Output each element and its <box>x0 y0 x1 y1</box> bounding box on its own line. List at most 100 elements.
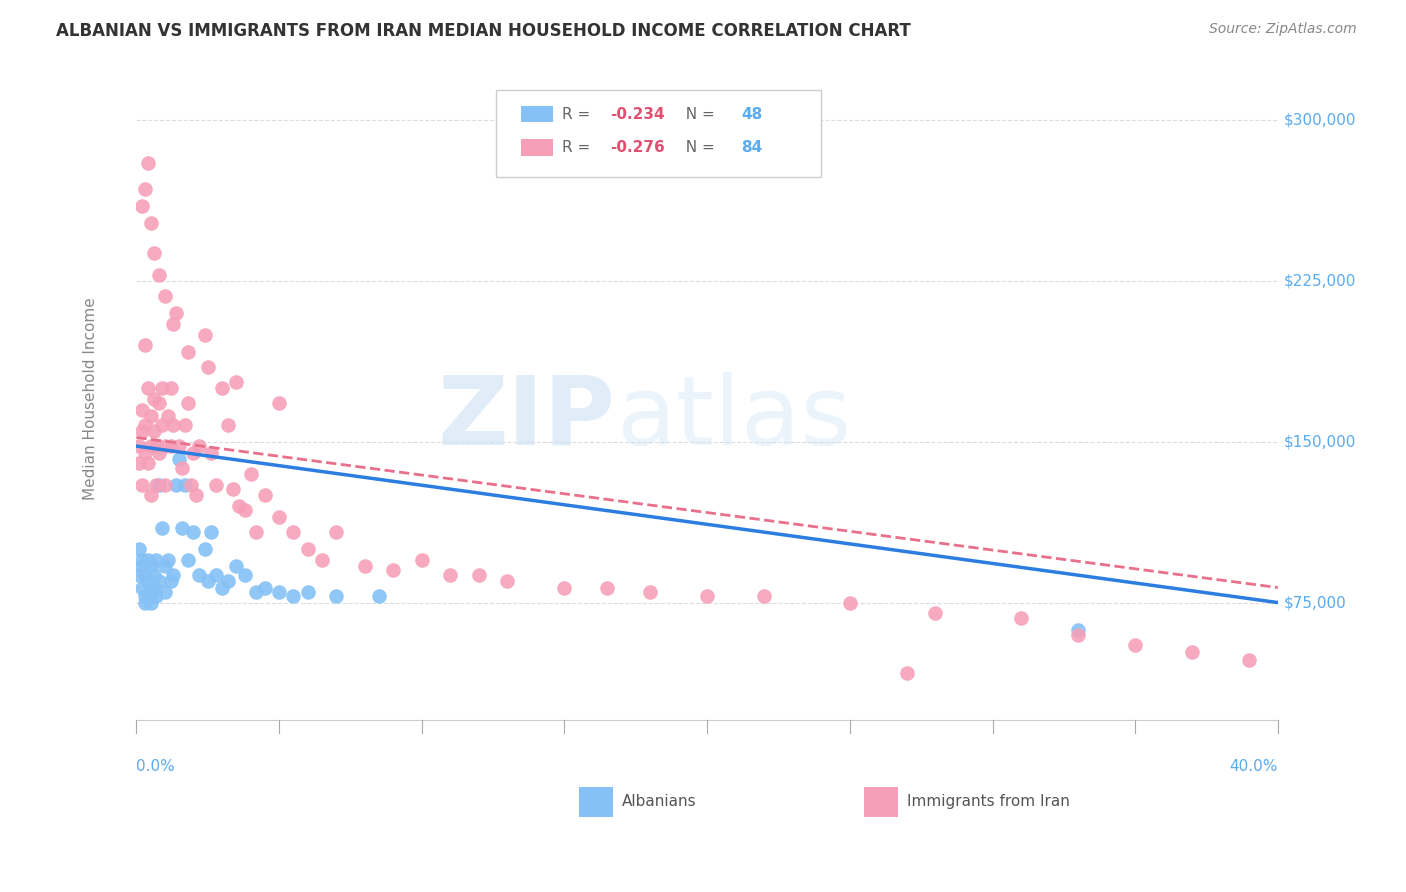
Point <box>136 156 159 170</box>
Point <box>134 338 156 352</box>
Point <box>165 306 187 320</box>
Point <box>170 520 193 534</box>
Point <box>148 445 170 459</box>
Point <box>217 417 239 432</box>
Point <box>134 567 156 582</box>
Point <box>139 585 162 599</box>
Bar <box>865 787 898 817</box>
Point <box>153 559 176 574</box>
Point <box>177 396 200 410</box>
Point <box>159 381 181 395</box>
Point <box>197 574 219 588</box>
Point <box>267 585 290 599</box>
Text: atlas: atlas <box>616 372 851 465</box>
Point <box>180 477 202 491</box>
Point <box>211 381 233 395</box>
Point <box>142 392 165 406</box>
Point <box>1067 624 1090 638</box>
Point <box>1123 639 1146 653</box>
Text: 48: 48 <box>741 106 762 121</box>
Point <box>177 344 200 359</box>
Point <box>139 409 162 423</box>
Point <box>325 589 347 603</box>
Point <box>128 439 150 453</box>
Point <box>205 477 228 491</box>
Point <box>638 585 661 599</box>
Point <box>139 559 162 574</box>
Point <box>134 417 156 432</box>
Point <box>156 409 179 423</box>
Point <box>177 552 200 566</box>
Point <box>159 439 181 453</box>
Point <box>134 596 156 610</box>
Point <box>283 589 305 603</box>
Text: N =: N = <box>676 140 720 155</box>
Point <box>596 581 619 595</box>
Point <box>382 563 405 577</box>
Text: $225,000: $225,000 <box>1284 274 1355 288</box>
Point <box>131 477 153 491</box>
Point <box>696 589 718 603</box>
Point <box>468 567 491 582</box>
Point <box>136 552 159 566</box>
Point <box>153 439 176 453</box>
Point <box>145 589 167 603</box>
Point <box>838 596 860 610</box>
Point <box>142 567 165 582</box>
Text: $75,000: $75,000 <box>1284 595 1347 610</box>
Point <box>156 552 179 566</box>
Point <box>150 520 173 534</box>
Point <box>924 607 946 621</box>
Point <box>225 375 247 389</box>
Point <box>228 499 250 513</box>
Point <box>145 439 167 453</box>
Point <box>153 477 176 491</box>
Point <box>170 460 193 475</box>
Point <box>183 445 205 459</box>
Point <box>194 541 217 556</box>
Point <box>896 666 918 681</box>
Point <box>159 574 181 588</box>
Point <box>136 574 159 588</box>
Text: Source: ZipAtlas.com: Source: ZipAtlas.com <box>1209 22 1357 37</box>
Point <box>162 317 184 331</box>
Point <box>148 268 170 282</box>
Point <box>245 524 267 539</box>
Point <box>162 567 184 582</box>
Point <box>145 477 167 491</box>
Point <box>754 589 776 603</box>
Text: Immigrants from Iran: Immigrants from Iran <box>907 795 1070 809</box>
Point <box>139 216 162 230</box>
Point <box>411 552 433 566</box>
Text: ZIP: ZIP <box>437 372 616 465</box>
Point <box>253 581 276 595</box>
Point <box>142 581 165 595</box>
Point <box>131 199 153 213</box>
Point <box>1067 628 1090 642</box>
Point <box>233 503 256 517</box>
Point <box>162 417 184 432</box>
Point <box>131 424 153 438</box>
FancyBboxPatch shape <box>496 90 821 178</box>
Point <box>174 417 197 432</box>
Point <box>1239 653 1261 667</box>
Point <box>553 581 575 595</box>
Point <box>225 559 247 574</box>
Point <box>134 182 156 196</box>
Point <box>233 567 256 582</box>
Point <box>1010 610 1032 624</box>
Point <box>211 581 233 595</box>
Point <box>253 488 276 502</box>
Point <box>186 488 208 502</box>
Point <box>200 445 222 459</box>
Point <box>153 585 176 599</box>
Point <box>128 456 150 470</box>
Text: Median Household Income: Median Household Income <box>83 298 98 500</box>
Point <box>239 467 262 481</box>
Text: $300,000: $300,000 <box>1284 112 1357 128</box>
Point <box>496 574 519 588</box>
Text: Albanians: Albanians <box>621 795 696 809</box>
Point <box>148 477 170 491</box>
Point <box>353 559 375 574</box>
Point <box>131 559 153 574</box>
